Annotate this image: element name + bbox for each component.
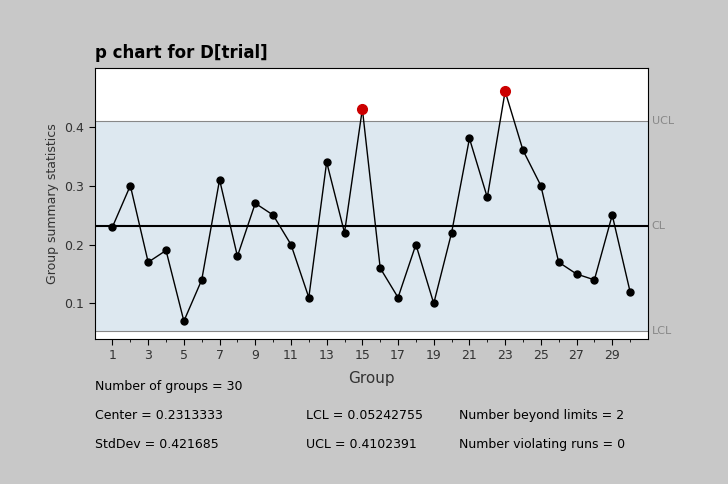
Text: CL: CL — [652, 221, 665, 231]
Text: UCL: UCL — [652, 116, 673, 126]
Text: LCL = 0.05242755: LCL = 0.05242755 — [306, 408, 423, 422]
Text: UCL = 0.4102391: UCL = 0.4102391 — [306, 438, 416, 451]
X-axis label: Group: Group — [348, 371, 395, 386]
Bar — [95, 121, 648, 332]
Y-axis label: Group summary statistics: Group summary statistics — [46, 123, 59, 284]
Text: Number violating runs = 0: Number violating runs = 0 — [459, 438, 625, 451]
Text: LCL: LCL — [652, 327, 672, 336]
Text: p chart for D[trial]: p chart for D[trial] — [95, 44, 267, 62]
Text: Center = 0.2313333: Center = 0.2313333 — [95, 408, 223, 422]
Text: Number of groups = 30: Number of groups = 30 — [95, 379, 242, 393]
Text: Number beyond limits = 2: Number beyond limits = 2 — [459, 408, 624, 422]
Text: StdDev = 0.421685: StdDev = 0.421685 — [95, 438, 218, 451]
